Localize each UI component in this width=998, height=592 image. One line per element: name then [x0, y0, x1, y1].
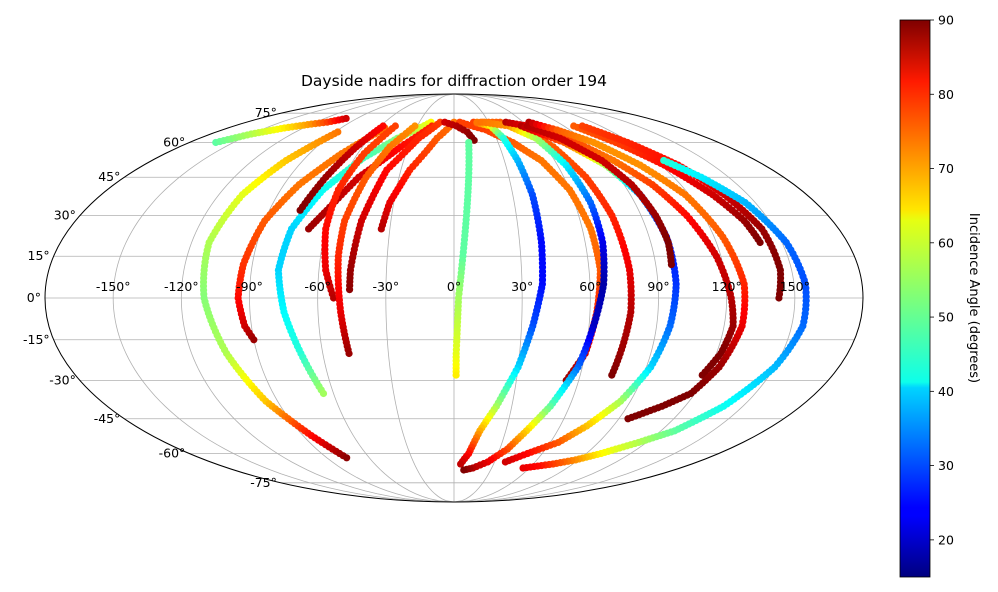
colorbar-gradient	[899, 19, 931, 578]
data-point	[345, 286, 354, 294]
data-point	[452, 371, 460, 379]
colorbar-tick-label: 40	[938, 384, 954, 399]
data-point	[460, 466, 468, 474]
data-point	[501, 458, 509, 466]
x-tick-label: -90°	[236, 279, 263, 294]
colorbar: 20 30 40 50 60 70 80 90 Incidence Angle (degree…	[899, 13, 981, 578]
x-tick-label: -120°	[164, 279, 199, 294]
x-tick-label: 90°	[647, 279, 669, 294]
y-tick-label: 45°	[98, 169, 120, 184]
colorbar-tick-label: 30	[938, 458, 954, 473]
data-point	[329, 294, 338, 302]
colorbar-ticks: 20 30 40 50 60 70 80 90	[930, 13, 954, 547]
data-point	[319, 389, 328, 398]
data-point	[775, 294, 783, 302]
x-tick-label: 150°	[780, 279, 810, 294]
y-tick-label: 30°	[54, 208, 76, 223]
data-point	[470, 136, 478, 144]
colorbar-label: Incidence Angle (degrees)	[966, 213, 981, 383]
data-point	[343, 454, 351, 462]
data-point	[342, 114, 350, 123]
colorbar-tick-label: 80	[938, 87, 954, 102]
y-tick-label: -15°	[23, 332, 50, 347]
data-point	[305, 225, 313, 233]
x-tick-label: -60°	[304, 279, 331, 294]
y-tick-label: 15°	[28, 248, 50, 263]
data-point	[608, 371, 616, 379]
data-point	[667, 260, 676, 269]
data-point	[377, 225, 385, 233]
y-tick-label: 60°	[163, 135, 185, 150]
y-tick-labels: 75° 60° 45° 30° 15° 0° -15° -30° -45° -60° -75°	[23, 105, 277, 490]
colorbar-tick-label: 20	[938, 532, 954, 547]
colorbar-tick-label: 90	[938, 13, 954, 28]
x-tick-label: 120°	[712, 279, 742, 294]
data-point	[624, 415, 632, 423]
data-point	[345, 349, 353, 358]
map-outline	[44, 93, 864, 503]
y-tick-label: -60°	[159, 446, 186, 461]
map-gridlines	[45, 94, 863, 502]
data-points	[199, 114, 810, 474]
x-tick-label: 30°	[511, 279, 533, 294]
data-point	[457, 460, 465, 468]
y-tick-label: -75°	[250, 475, 277, 490]
data-point	[296, 206, 304, 214]
y-tick-label: 0°	[27, 290, 41, 305]
x-tick-labels: -150° -120° -90° -60° -30° 0° 30° 60° 90° 120° 150…	[96, 279, 810, 294]
y-tick-label: 75°	[255, 105, 277, 120]
x-tick-label: -150°	[96, 279, 131, 294]
x-tick-label: -30°	[372, 279, 399, 294]
chart-title: Dayside nadirs for diffraction order 194	[301, 72, 607, 90]
colorbar-tick-label: 70	[938, 161, 954, 176]
colorbar-tick-label: 60	[938, 235, 954, 250]
data-point	[698, 371, 706, 379]
y-tick-label: -45°	[94, 411, 121, 426]
data-point	[756, 238, 764, 247]
colorbar-tick-label: 50	[938, 310, 954, 325]
data-point	[519, 464, 527, 472]
y-tick-label: -30°	[49, 372, 76, 387]
x-tick-label: 60°	[579, 279, 601, 294]
data-point	[250, 336, 258, 344]
x-tick-label: 0°	[447, 279, 461, 294]
